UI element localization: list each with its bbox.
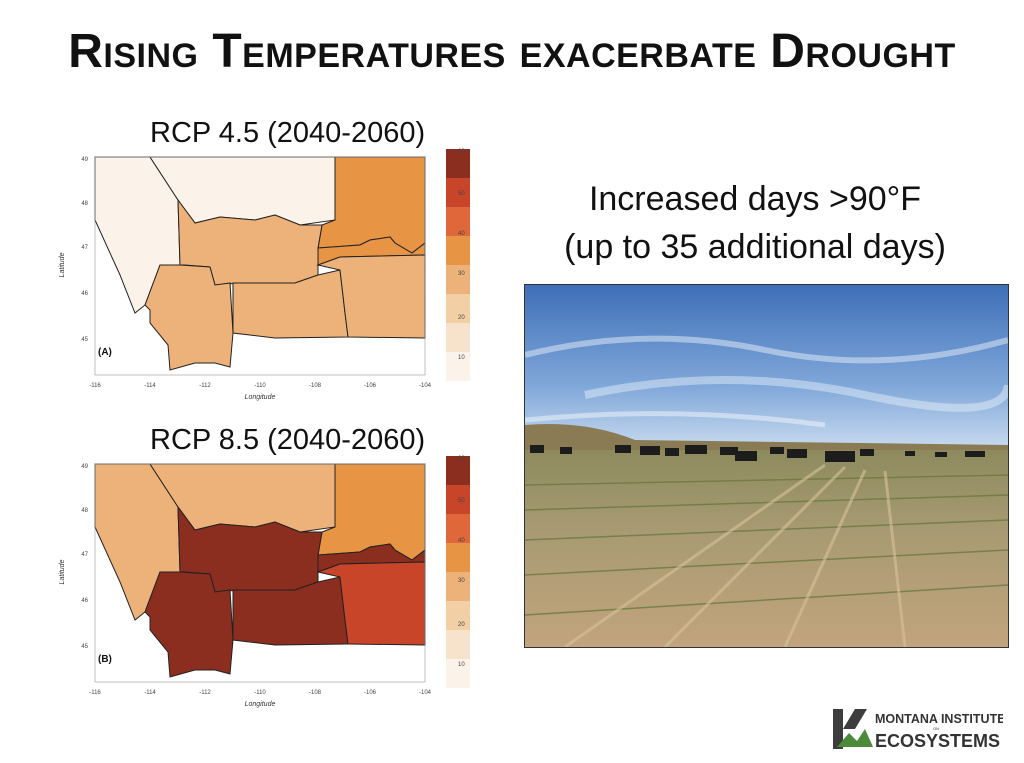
map-b-x-ticks: -116 -114 -112 -110 -108 -106 -104: [89, 690, 431, 696]
legend-tick: 40: [458, 231, 465, 237]
x-tick: -104: [419, 690, 432, 696]
legend-swatch: [446, 572, 470, 601]
map-b-legend: 60 50 40 30 20 10: [446, 456, 470, 688]
map-a-region-southwest: [144, 264, 234, 371]
x-tick: -112: [199, 383, 211, 389]
map-a-xlabel: Longitude: [245, 394, 276, 401]
y-tick: 49: [81, 157, 88, 163]
legend-swatch: [446, 323, 470, 352]
map-a-legend: 60 50 40 30 20 10: [446, 149, 470, 381]
map-a-y-ticks: 49 48 47 46 45: [81, 157, 88, 343]
x-tick: -108: [309, 383, 322, 389]
map-a-ylabel: Latitude: [59, 252, 66, 277]
x-tick: -106: [364, 383, 377, 389]
map-a-x-ticks: -116 -114 -112 -110 -108 -106 -104: [89, 383, 431, 389]
logo-line-2: ON: [933, 726, 939, 731]
legend-swatch: [446, 265, 470, 294]
legend-tick: 30: [458, 271, 465, 277]
map-b-regions: [94, 463, 426, 678]
legend-swatch: [446, 543, 470, 572]
map-a-title: RCP 4.5 (2040-2060): [150, 117, 426, 149]
legend-tick: 20: [458, 315, 465, 321]
legend-swatch: [446, 207, 470, 236]
y-tick: 47: [81, 245, 88, 251]
x-tick: -108: [309, 690, 322, 696]
pasture-photo: [524, 284, 1009, 648]
y-tick: 47: [81, 552, 88, 558]
map-b-ylabel: Latitude: [59, 559, 66, 584]
map-b-region-southeast: [316, 561, 426, 646]
map-b-y-ticks: 49 48 47 46 45: [81, 464, 88, 650]
map-b-xlabel: Longitude: [245, 701, 276, 708]
logo-line-1: MONTANA INSTITUTE: [875, 712, 1003, 726]
legend-tick: 30: [458, 578, 465, 584]
y-tick: 49: [81, 464, 88, 470]
legend-swatch: [446, 630, 470, 659]
map-a-regions: [94, 156, 426, 371]
map-b-title: RCP 8.5 (2040-2060): [150, 424, 426, 456]
logo-mountain-icon: [833, 709, 873, 749]
y-tick: 48: [81, 201, 88, 207]
montana-institute-logo: MONTANA INSTITUTE ON ECOSYSTEMS: [833, 709, 1003, 751]
legend-tick: 40: [458, 538, 465, 544]
legend-swatch: [446, 352, 470, 381]
y-tick: 48: [81, 508, 88, 514]
map-a: 49 48 47 46 45 Latitude -116 -114 -112 -…: [59, 149, 470, 401]
legend-tick: 60: [458, 149, 465, 155]
x-tick: -114: [144, 383, 156, 389]
x-tick: -112: [199, 690, 211, 696]
y-tick: 46: [81, 598, 88, 604]
legend-swatch: [446, 178, 470, 207]
map-a-region-southeast: [316, 254, 426, 339]
x-tick: -116: [89, 383, 101, 389]
map-b-region-southwest: [144, 571, 234, 678]
legend-swatch: [446, 456, 470, 485]
y-tick: 45: [81, 337, 88, 343]
map-a-panel-label: (A): [98, 347, 112, 358]
legend-tick: 50: [458, 191, 465, 197]
cattle-herd: [530, 445, 985, 462]
caption-line-2: (up to 35 additional days): [564, 228, 946, 266]
map-b-panel-label: (B): [98, 654, 112, 665]
x-tick: -104: [419, 383, 432, 389]
caption: Increased days >90°F (up to 35 additiona…: [520, 175, 990, 271]
y-tick: 46: [81, 291, 88, 297]
legend-tick: 60: [458, 456, 465, 462]
slide-title: Rising Temperatures exacerbate Drought: [68, 25, 956, 78]
legend-swatch: [446, 149, 470, 178]
legend-tick: 10: [458, 355, 465, 361]
legend-tick: 10: [458, 662, 465, 668]
legend-swatch: [446, 294, 470, 323]
y-tick: 45: [81, 644, 88, 650]
legend-swatch: [446, 485, 470, 514]
legend-tick: 50: [458, 498, 465, 504]
legend-swatch: [446, 236, 470, 265]
legend-tick: 20: [458, 622, 465, 628]
legend-swatch: [446, 514, 470, 543]
x-tick: -114: [144, 690, 156, 696]
legend-swatch: [446, 601, 470, 630]
x-tick: -116: [89, 690, 101, 696]
x-tick: -106: [364, 690, 377, 696]
x-tick: -110: [254, 690, 266, 696]
legend-swatch: [446, 659, 470, 688]
map-b: 49 48 47 46 45 Latitude -116 -114 -112 -…: [59, 456, 470, 708]
x-tick: -110: [254, 383, 266, 389]
logo-line-3: ECOSYSTEMS: [875, 731, 1000, 751]
caption-line-1: Increased days >90°F: [588, 180, 922, 218]
